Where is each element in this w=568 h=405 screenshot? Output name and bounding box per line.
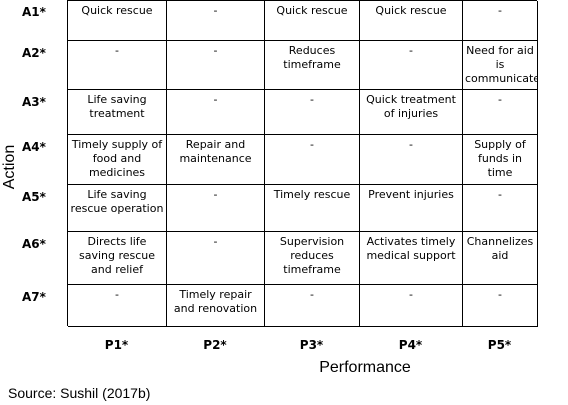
cell-a3-p1: Life saving treatment [68, 90, 167, 135]
cell-a7-p1: - [68, 285, 167, 327]
cell-a6-p5: Channelizes aid [463, 232, 538, 285]
cell-a4-p1: Timely supply of food and medicines [68, 135, 167, 185]
cell-a3-p3: - [265, 90, 360, 135]
cell-a1-p4: Quick rescue [360, 1, 463, 41]
source-note: Source: Sushil (2017b) [8, 385, 151, 401]
cell-a7-p2: Timely repair and renovation [167, 285, 265, 327]
cell-a4-p4: - [360, 135, 463, 185]
row-label-a6: A6* [22, 237, 46, 251]
cell-a5-p3: Timely rescue [265, 185, 360, 232]
cell-a4-p3: - [265, 135, 360, 185]
cell-a2-p4: - [360, 41, 463, 90]
cell-a6-p3: Supervision reduces timeframe [265, 232, 360, 285]
y-axis-title-text: Action [1, 144, 18, 190]
col-label-p4: P4* [398, 338, 423, 352]
cell-a5-p1: Life saving rescue operation [68, 185, 167, 232]
cell-a1-p1: Quick rescue [68, 1, 167, 41]
cell-a3-p2: - [167, 90, 265, 135]
cell-a2-p5: Need for aid is communicated [463, 41, 538, 90]
cell-a1-p3: Quick rescue [265, 1, 360, 41]
row-label-a2: A2* [22, 46, 46, 60]
action-performance-matrix: Quick rescue - Quick rescue Quick rescue… [67, 0, 538, 327]
cell-a5-p5: - [463, 185, 538, 232]
cell-a5-p4: Prevent injuries [360, 185, 463, 232]
cell-a2-p1: - [68, 41, 167, 90]
cell-a7-p4: - [360, 285, 463, 327]
cell-a4-p5: Supply of funds in time [463, 135, 538, 185]
cell-a7-p5: - [463, 285, 538, 327]
row-label-a4: A4* [22, 140, 46, 154]
cell-a1-p2: - [167, 1, 265, 41]
cell-a3-p4: Quick treatment of injuries [360, 90, 463, 135]
cell-a5-p2: - [167, 185, 265, 232]
cell-a3-p5: - [463, 90, 538, 135]
col-label-p3: P3* [299, 338, 324, 352]
cell-a2-p3: Reduces timeframe [265, 41, 360, 90]
col-label-p2: P2* [203, 338, 227, 352]
x-axis-title: Performance [319, 359, 411, 376]
cell-a7-p3: - [265, 285, 360, 327]
y-axis-title: Action [0, 97, 20, 237]
row-label-a1: A1* [22, 5, 46, 19]
col-label-p1: P1* [104, 338, 129, 352]
row-label-a7: A7* [22, 290, 46, 304]
cell-a2-p2: - [167, 41, 265, 90]
cell-a6-p2: - [167, 232, 265, 285]
col-label-p5: P5* [487, 338, 512, 352]
cell-a6-p4: Activates timely medical support [360, 232, 463, 285]
row-label-a3: A3* [22, 95, 46, 109]
row-label-a5: A5* [22, 190, 46, 204]
cell-a1-p5: - [463, 1, 538, 41]
cell-a4-p2: Repair and maintenance [167, 135, 265, 185]
cell-a6-p1: Directs life saving rescue and relief [68, 232, 167, 285]
